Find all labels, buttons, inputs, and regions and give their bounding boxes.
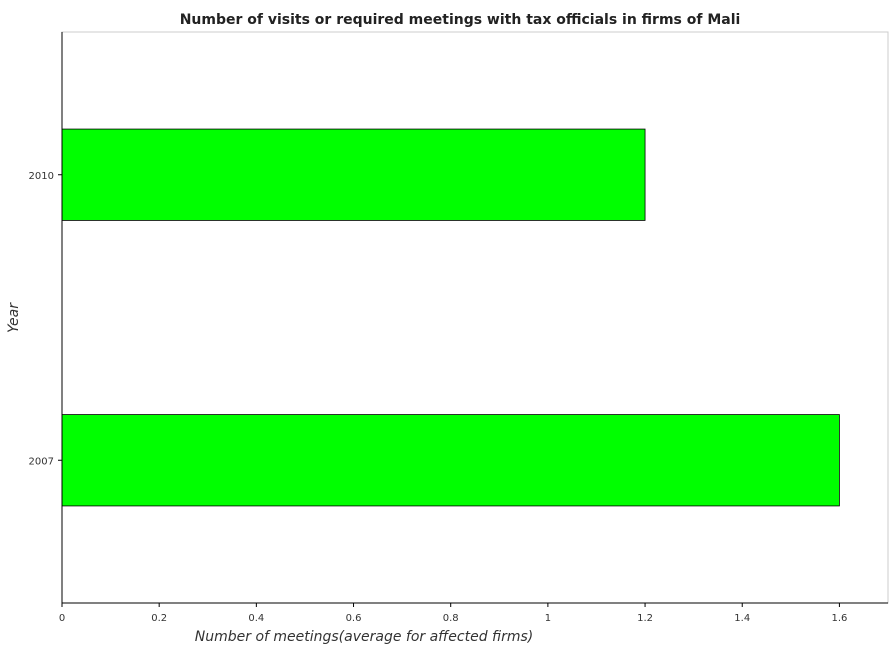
x-tick-label-1: 1: [545, 613, 551, 624]
x-tick-label-0.6: 0.6: [346, 613, 362, 624]
y-axis-label: Year: [6, 302, 22, 333]
y-tick-label-2010: 2010: [29, 171, 54, 182]
y-tick-label-2007: 2007: [29, 456, 54, 467]
bar-2010: [61, 128, 646, 221]
chart-title: Number of visits or required meetings wi…: [180, 12, 741, 28]
x-tick-label-1.4: 1.4: [734, 613, 750, 624]
x-tick-label-0.8: 0.8: [443, 613, 459, 624]
x-tick-label-0.4: 0.4: [248, 613, 264, 624]
y-axis-ticks: 2010 2007: [29, 171, 62, 467]
bar-2007: [61, 414, 840, 507]
bars-group: [61, 128, 840, 507]
plot-frame: [61, 31, 889, 604]
x-tick-label-0: 0: [59, 613, 65, 624]
x-tick-label-0.2: 0.2: [151, 613, 167, 624]
x-axis-ticks: 0 0.2 0.4 0.6 0.8 1 1.2 1.4 1.6: [59, 603, 847, 624]
x-tick-label-1.2: 1.2: [637, 613, 653, 624]
x-tick-label-1.6: 1.6: [831, 613, 847, 624]
x-axis-label: Number of meetings(average for affected …: [195, 629, 533, 645]
plot-area: 0 0.2 0.4 0.6 0.8 1 1.2 1.4 1.6 2010 2007: [29, 31, 889, 624]
